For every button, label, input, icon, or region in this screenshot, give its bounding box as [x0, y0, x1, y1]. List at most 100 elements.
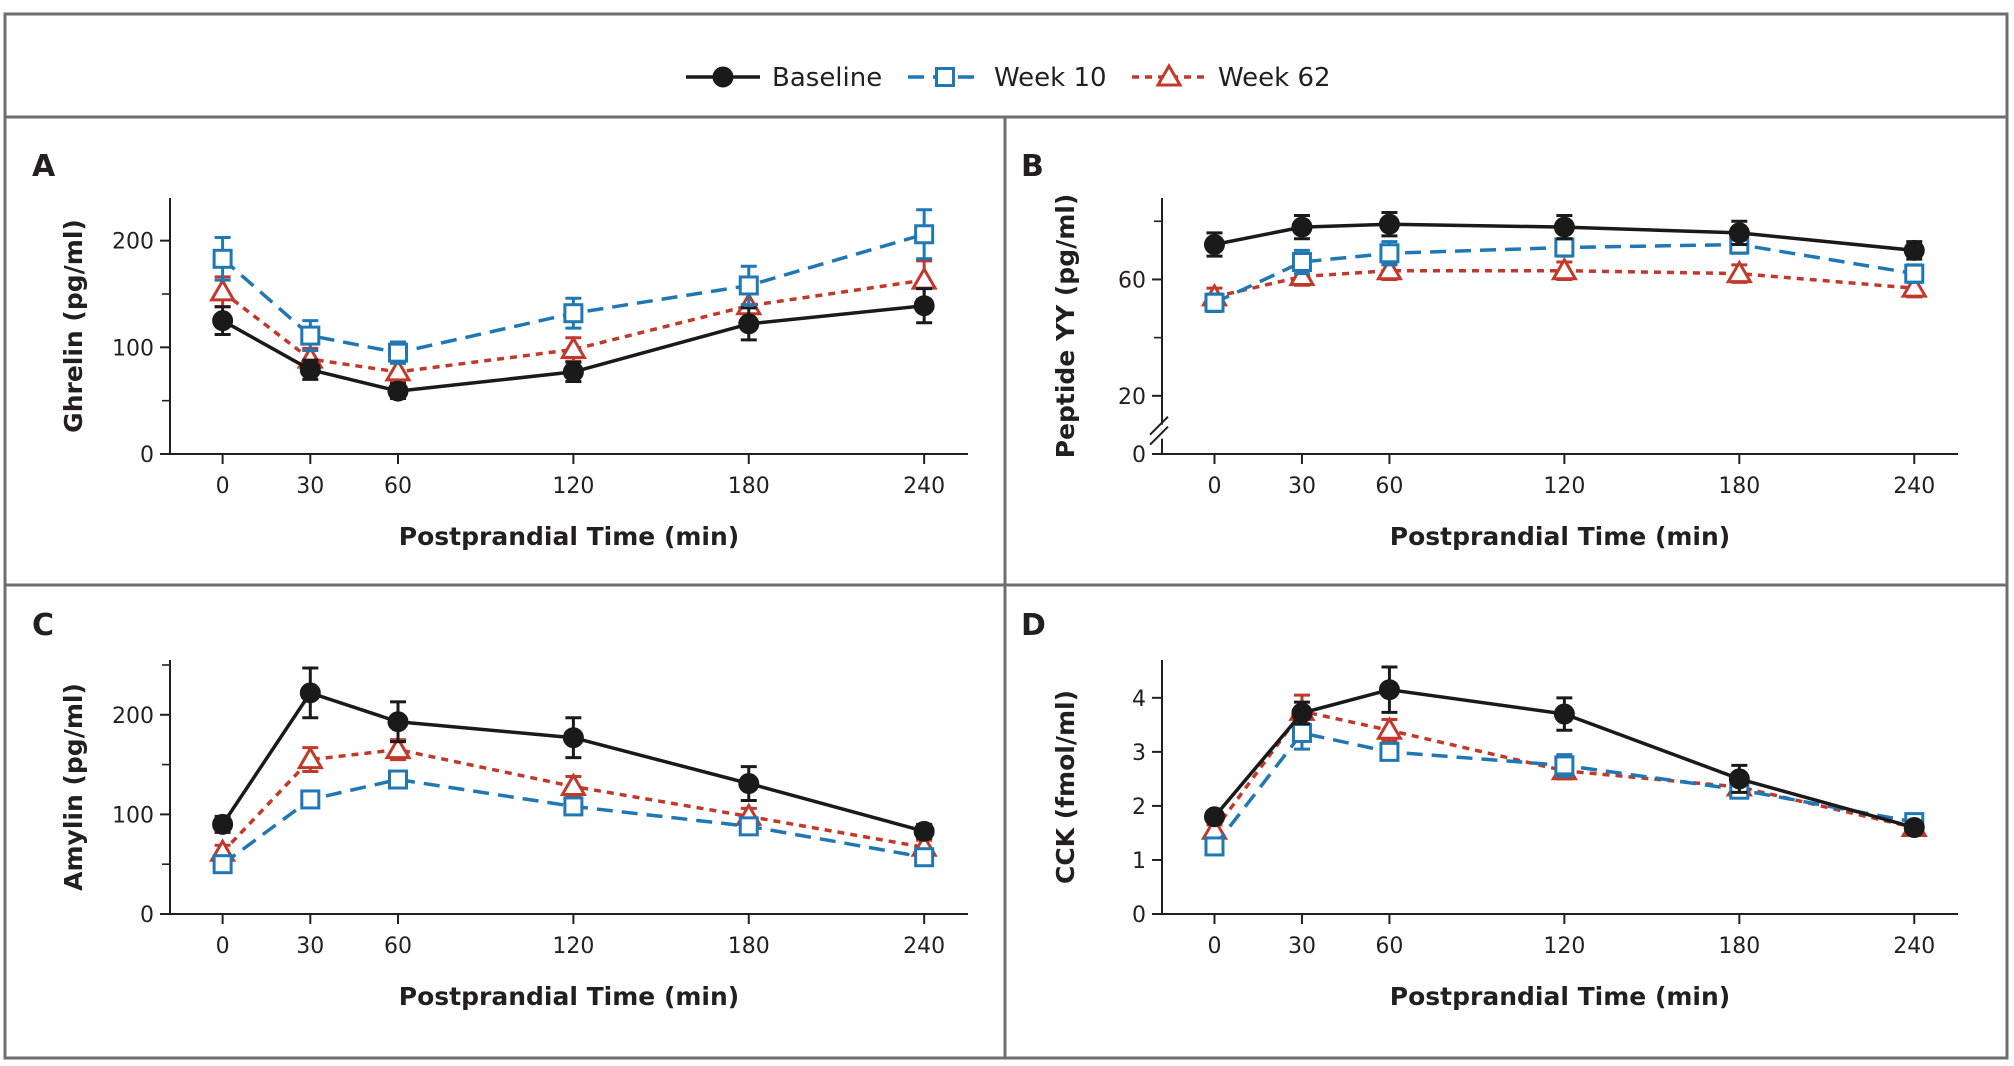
- data-point-baseline: [913, 295, 935, 317]
- y-tick-label: 60: [1118, 268, 1146, 293]
- y-tick-label: 100: [112, 336, 154, 361]
- data-point-week-62: [296, 745, 324, 770]
- axis-break-mark: [1149, 426, 1169, 446]
- data-point-baseline: [1728, 768, 1750, 790]
- data-point-week-62: [1550, 256, 1578, 281]
- y-axis-label: Peptide YY (pg/ml): [1051, 194, 1080, 459]
- legend-marker-week-62: [1155, 63, 1183, 87]
- x-tick-label: 30: [296, 934, 324, 959]
- data-point-baseline: [299, 359, 321, 381]
- x-tick-label: 60: [384, 934, 412, 959]
- panel-a: A 0 100 200 0 30 60 120 180 240 Postprandial Time …: [32, 149, 968, 551]
- data-point-baseline: [1903, 239, 1925, 261]
- y-tick-label: 0: [1132, 443, 1146, 468]
- y-tick-label: 3: [1132, 741, 1146, 766]
- data-point-week-10: [300, 789, 321, 810]
- data-point-week-62: [1900, 274, 1928, 298]
- data-point-week-10: [1204, 292, 1225, 313]
- y-axis-label: Amylin (pg/ml): [59, 683, 88, 891]
- data-point-week-10: [1291, 252, 1312, 272]
- series-line-week-62: [221, 278, 925, 374]
- axes: 0 100 200 0 30 60 120 180 240: [112, 660, 968, 959]
- data-point-week-62: [384, 357, 412, 382]
- axes: 0 100 200 0 30 60 120 180 240: [112, 198, 968, 499]
- data-point-baseline: [212, 310, 234, 332]
- data-point-baseline: [562, 727, 584, 749]
- legend-label: Week 10: [994, 63, 1107, 93]
- panel-letter: A: [32, 149, 56, 184]
- panel-b: B 0 20 60 0 30 60 120 180 240 Postprandial Time (m…: [1021, 149, 1958, 551]
- data-point-week-10: [1204, 836, 1225, 857]
- panel-letter: C: [32, 608, 54, 643]
- data-point-week-62: [1375, 256, 1404, 281]
- data-point-week-62: [1375, 716, 1404, 740]
- data-point-week-10: [1291, 722, 1312, 743]
- y-axis-label: CCK (fmol/ml): [1051, 690, 1080, 884]
- data-point-week-10: [1554, 755, 1575, 776]
- panel-letter: D: [1021, 608, 1046, 643]
- series-week-10: [1204, 234, 1925, 313]
- series-baseline: [1203, 665, 1925, 839]
- data-point-week-10: [1379, 243, 1400, 264]
- x-tick-label: 30: [296, 474, 324, 499]
- x-tick-label: 180: [1718, 474, 1760, 499]
- data-point-baseline: [1291, 216, 1313, 238]
- series-week-10: [212, 208, 935, 365]
- axes: 0 1 2 3 4 0 30 60 120 180 240: [1132, 660, 1958, 959]
- data-point-baseline: [1553, 216, 1575, 238]
- x-tick-label: 240: [1893, 934, 1935, 959]
- data-point-week-10: [212, 854, 233, 875]
- x-tick-label: 180: [728, 474, 770, 499]
- y-tick-label: 100: [112, 803, 154, 828]
- data-point-baseline: [1903, 817, 1925, 839]
- y-tick-label: 0: [140, 903, 154, 928]
- y-tick-label: 2: [1132, 795, 1146, 820]
- series-baseline: [212, 666, 935, 842]
- x-axis-label: Postprandial Time (min): [1390, 982, 1730, 1011]
- panel-letter: B: [1021, 149, 1044, 184]
- x-tick-label: 120: [552, 934, 594, 959]
- data-point-baseline: [738, 313, 760, 335]
- series-line-baseline: [221, 303, 925, 393]
- data-point-week-10: [914, 224, 935, 245]
- data-point-baseline: [1291, 702, 1313, 724]
- panel-c: C 0 100 200 0 30 60 120 180 240 Postprandial Time …: [32, 608, 968, 1011]
- data-point-baseline: [913, 820, 935, 842]
- legend-item-week-10: Week 10: [908, 63, 1107, 93]
- x-tick-label: 0: [216, 474, 230, 499]
- data-point-week-10: [738, 816, 759, 837]
- y-axis-label: Ghrelin (pg/ml): [59, 219, 88, 433]
- x-tick-label: 30: [1288, 934, 1316, 959]
- legend-marker-week-10: [935, 67, 955, 87]
- data-point-baseline: [1553, 703, 1575, 725]
- x-tick-label: 240: [903, 934, 945, 959]
- x-tick-label: 60: [1375, 474, 1403, 499]
- x-tick-label: 0: [216, 934, 230, 959]
- data-point-baseline: [212, 813, 234, 835]
- y-tick-label: 1: [1132, 849, 1146, 874]
- data-point-week-62: [559, 335, 587, 359]
- legend-item-baseline: Baseline: [686, 63, 882, 93]
- x-axis-label: Postprandial Time (min): [399, 522, 739, 551]
- series-line-baseline: [221, 691, 925, 833]
- data-point-week-62: [559, 772, 587, 797]
- x-tick-label: 240: [903, 474, 945, 499]
- figure-frames: [3, 12, 2009, 1060]
- data-point-baseline: [1728, 222, 1750, 244]
- series-line-week-10: [1213, 731, 1915, 848]
- data-point-baseline: [1203, 806, 1225, 828]
- data-point-week-10: [563, 303, 584, 324]
- x-tick-label: 240: [1893, 474, 1935, 499]
- data-point-week-10: [914, 847, 935, 868]
- axes: 0 20 60 0 30 60 120 180 240: [1118, 198, 1958, 499]
- x-tick-label: 60: [384, 474, 412, 499]
- data-point-baseline: [1378, 213, 1400, 235]
- x-tick-label: 0: [1207, 934, 1221, 959]
- series-line-week-10: [221, 777, 925, 866]
- x-tick-label: 60: [1375, 934, 1403, 959]
- data-point-week-10: [388, 769, 408, 790]
- data-point-week-10: [212, 248, 233, 269]
- legend-marker-baseline: [712, 66, 734, 88]
- x-axis-label: Postprandial Time (min): [1390, 522, 1730, 551]
